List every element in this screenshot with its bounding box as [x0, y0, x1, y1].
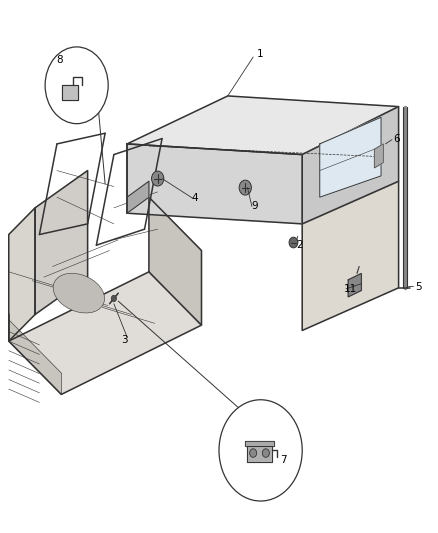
- Polygon shape: [127, 181, 149, 213]
- Text: 7: 7: [280, 455, 287, 465]
- Polygon shape: [127, 96, 399, 155]
- Polygon shape: [127, 144, 302, 224]
- Polygon shape: [9, 272, 201, 394]
- Polygon shape: [9, 208, 35, 341]
- Polygon shape: [62, 85, 78, 100]
- Text: 2: 2: [297, 240, 304, 250]
- Polygon shape: [348, 273, 361, 297]
- Circle shape: [262, 449, 269, 457]
- Text: 4: 4: [191, 193, 198, 203]
- Polygon shape: [302, 107, 399, 224]
- Polygon shape: [247, 446, 272, 462]
- Circle shape: [111, 295, 117, 302]
- Polygon shape: [374, 144, 383, 168]
- Text: 8: 8: [56, 55, 63, 64]
- Polygon shape: [35, 171, 88, 314]
- Circle shape: [219, 400, 302, 501]
- Circle shape: [239, 180, 251, 195]
- Text: 11: 11: [344, 284, 357, 294]
- Polygon shape: [149, 197, 201, 325]
- Polygon shape: [302, 181, 399, 330]
- Text: 1: 1: [257, 50, 264, 59]
- Circle shape: [152, 171, 164, 186]
- Ellipse shape: [53, 273, 105, 313]
- Text: 6: 6: [393, 134, 400, 143]
- Text: 3: 3: [121, 335, 128, 344]
- Polygon shape: [320, 117, 381, 197]
- Circle shape: [45, 47, 108, 124]
- Circle shape: [250, 449, 257, 457]
- Polygon shape: [9, 320, 61, 394]
- Circle shape: [289, 237, 298, 248]
- Text: 9: 9: [251, 201, 258, 211]
- Polygon shape: [245, 441, 274, 446]
- Text: 5: 5: [415, 282, 422, 292]
